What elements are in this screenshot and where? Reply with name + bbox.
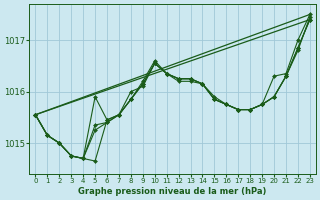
X-axis label: Graphe pression niveau de la mer (hPa): Graphe pression niveau de la mer (hPa) <box>78 187 267 196</box>
